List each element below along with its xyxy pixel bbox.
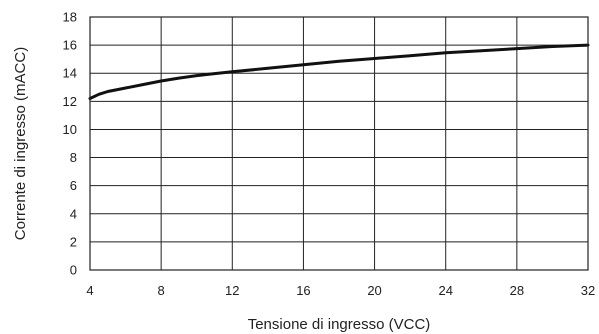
y-tick-label: 10 bbox=[63, 122, 77, 137]
y-tick-label: 2 bbox=[70, 234, 77, 249]
x-tick-label: 24 bbox=[438, 283, 452, 298]
x-tick-label: 12 bbox=[225, 283, 239, 298]
y-tick-label: 6 bbox=[70, 178, 77, 193]
x-tick-label: 16 bbox=[296, 283, 310, 298]
x-axis-ticks: 4 8 12 16 20 24 28 32 bbox=[86, 283, 595, 298]
y-tick-label: 4 bbox=[70, 206, 77, 221]
x-tick-label: 32 bbox=[581, 283, 595, 298]
y-tick-label: 14 bbox=[63, 66, 77, 81]
y-tick-label: 12 bbox=[63, 94, 77, 109]
series-line bbox=[88, 43, 590, 100]
grid-lines bbox=[89, 16, 589, 271]
x-tick-label: 4 bbox=[86, 283, 93, 298]
plot-frame bbox=[89, 16, 589, 271]
x-tick-label: 28 bbox=[510, 283, 524, 298]
x-axis-label: Tensione di ingresso (VCC) bbox=[248, 316, 431, 333]
y-axis-ticks: 0 2 4 6 8 10 12 14 16 18 bbox=[63, 10, 77, 278]
series-layer bbox=[88, 43, 590, 100]
x-tick-label: 8 bbox=[158, 283, 165, 298]
y-tick-label: 0 bbox=[70, 263, 77, 278]
y-axis-label: Corrente di ingresso (mACC) bbox=[12, 47, 29, 240]
x-tick-label: 20 bbox=[367, 283, 381, 298]
y-tick-label: 16 bbox=[63, 38, 77, 53]
y-tick-label: 18 bbox=[63, 10, 77, 25]
y-tick-label: 8 bbox=[70, 150, 77, 165]
